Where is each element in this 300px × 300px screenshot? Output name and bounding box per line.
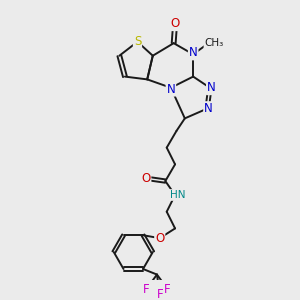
Text: O: O xyxy=(141,172,150,185)
Text: N: N xyxy=(189,46,198,59)
Text: O: O xyxy=(170,17,180,30)
Text: S: S xyxy=(134,35,141,48)
Text: HN: HN xyxy=(169,190,185,200)
Text: N: N xyxy=(167,82,175,96)
Text: N: N xyxy=(207,81,216,94)
Text: O: O xyxy=(155,232,164,245)
Text: F: F xyxy=(164,283,171,296)
Text: F: F xyxy=(156,288,163,300)
Text: CH₃: CH₃ xyxy=(204,38,224,48)
Text: N: N xyxy=(204,102,213,115)
Text: F: F xyxy=(143,283,150,296)
